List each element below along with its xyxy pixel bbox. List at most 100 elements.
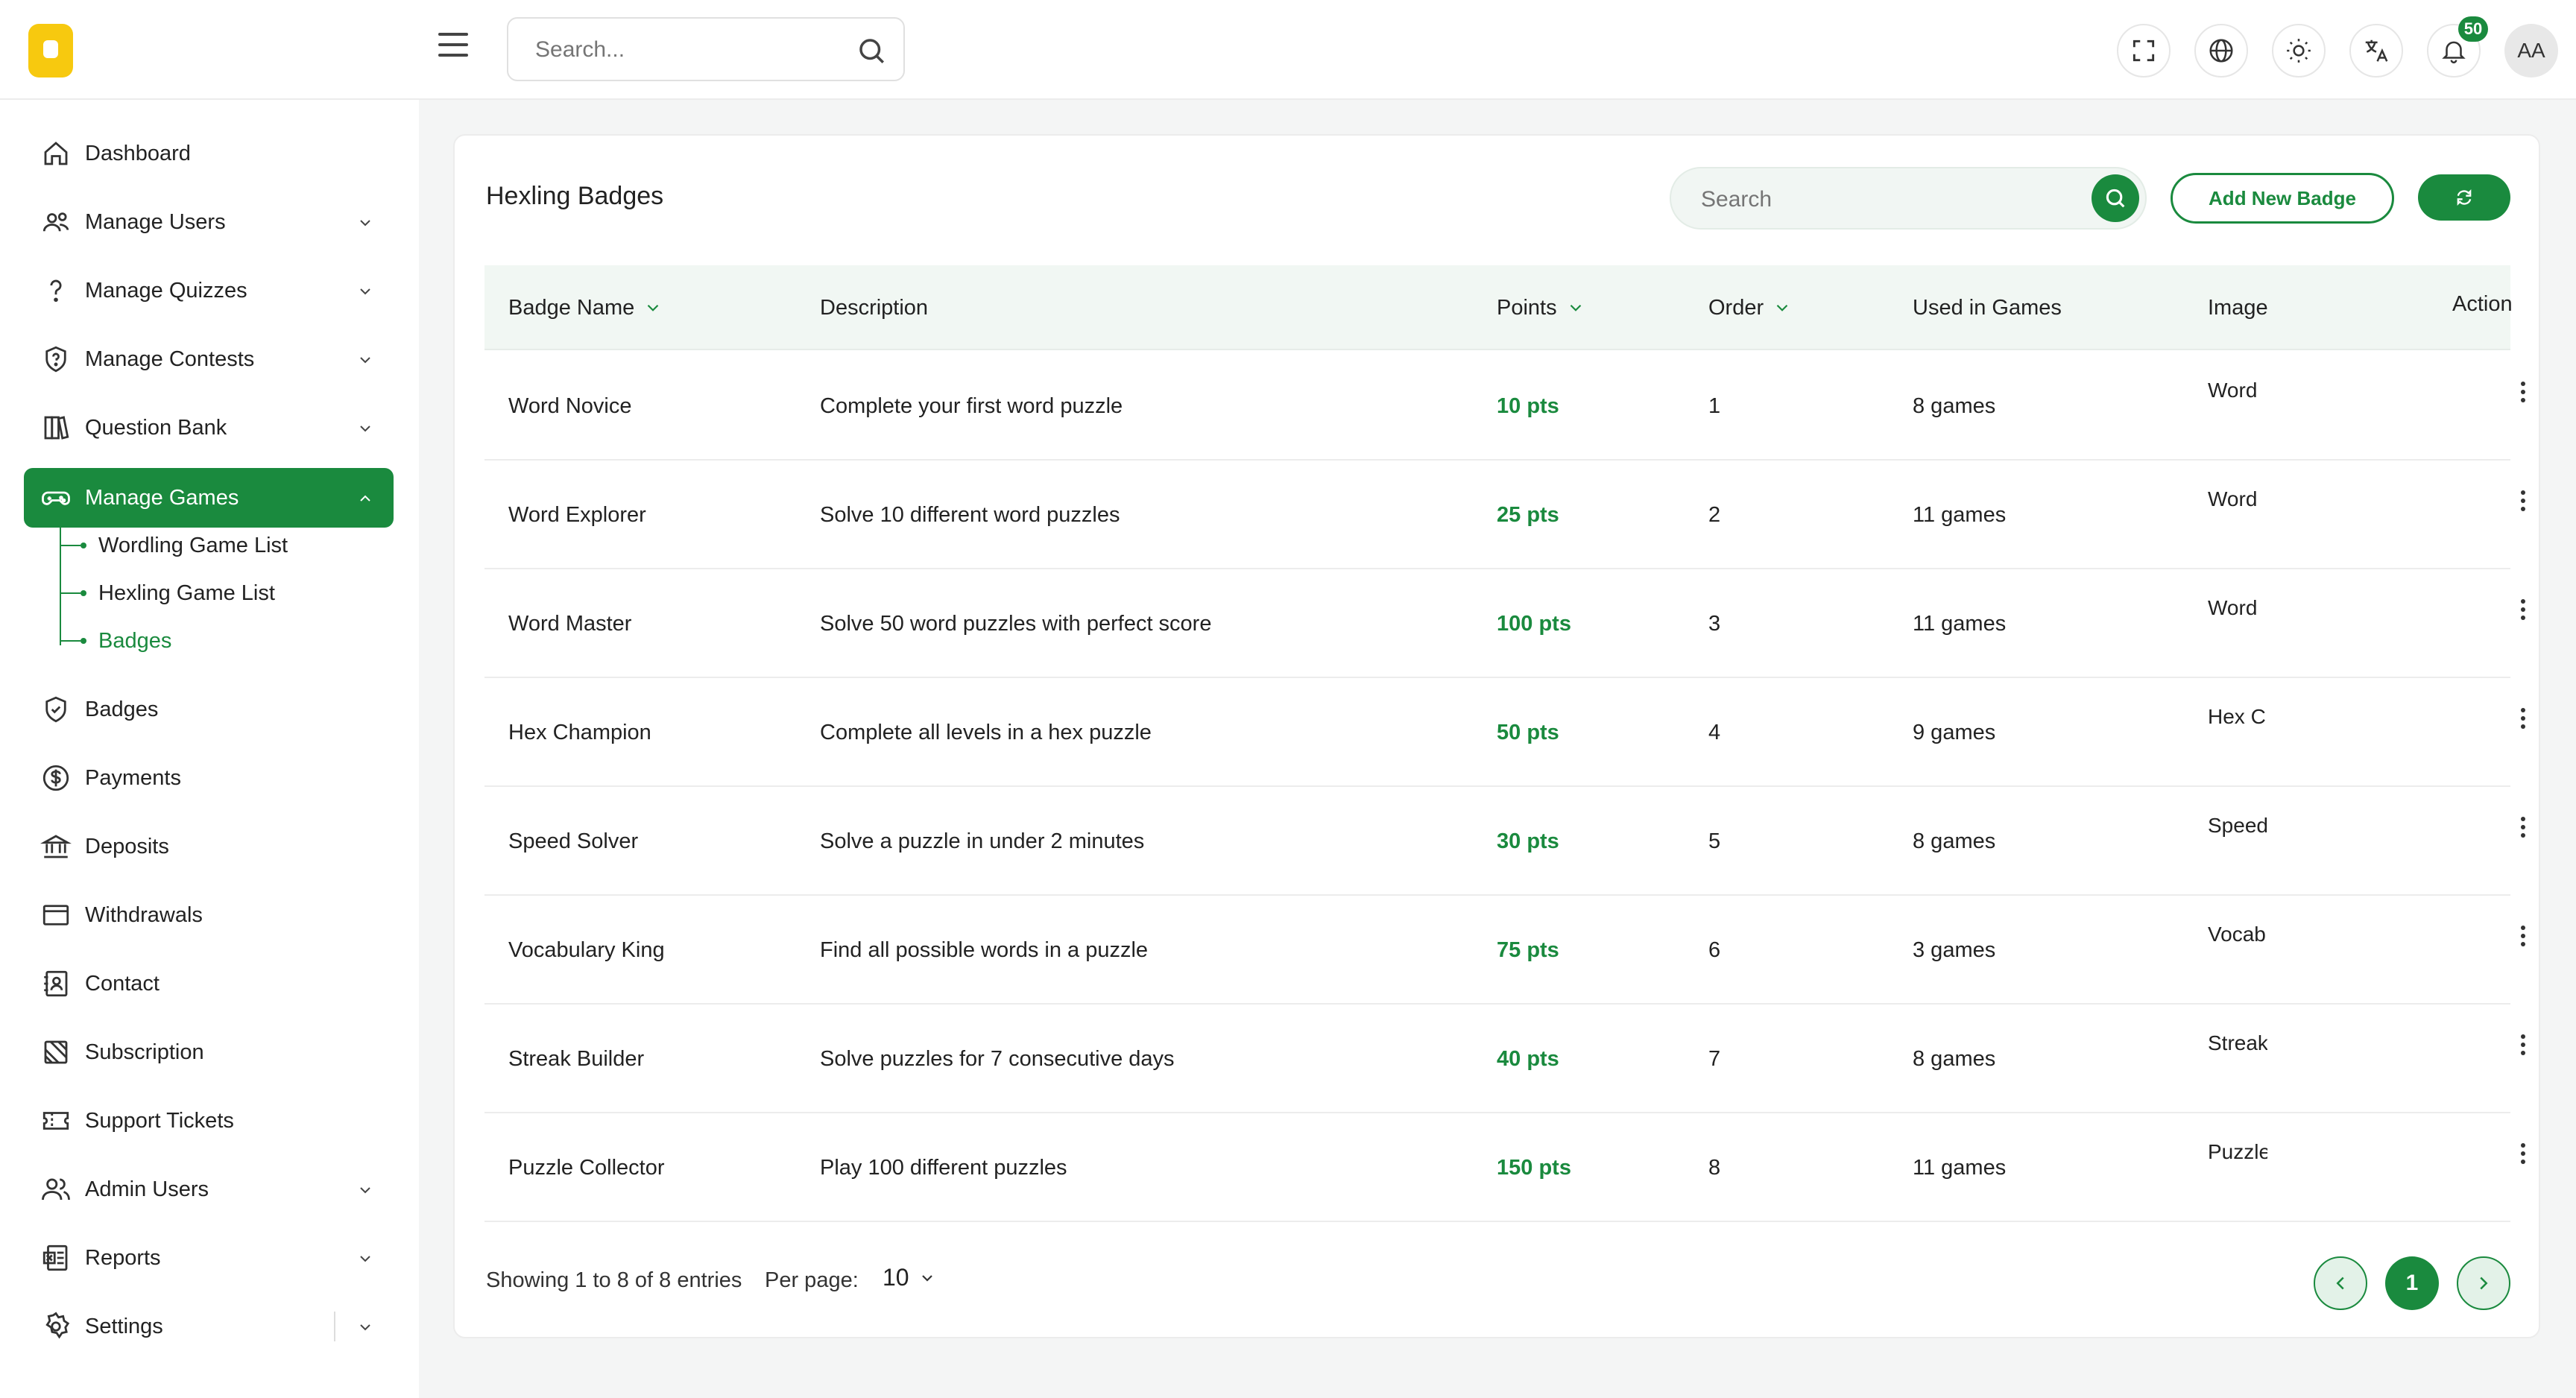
user-avatar[interactable]: AA bbox=[2504, 24, 2558, 78]
dollar-icon bbox=[40, 762, 72, 794]
submenu-item-label: Badges bbox=[98, 628, 172, 653]
sidebar-item-label: Deposits bbox=[85, 834, 169, 858]
sidebar-item-manage-users[interactable]: Manage Users bbox=[24, 192, 394, 252]
chevron-down-icon bbox=[921, 1274, 932, 1282]
users-icon bbox=[40, 206, 72, 238]
report-icon bbox=[40, 1242, 72, 1274]
sidebar-item-support-tickets[interactable]: Support Tickets bbox=[24, 1091, 394, 1151]
wallet-icon bbox=[40, 899, 72, 931]
translate-button[interactable] bbox=[2349, 24, 2403, 78]
badges-card: Hexling Badges Add New Badge Badge Name … bbox=[453, 134, 2540, 1338]
cell-used-in-games: 8 games bbox=[1913, 1046, 1996, 1071]
chevron-down-icon bbox=[356, 419, 374, 437]
cell-description: Find all possible words in a puzzle bbox=[820, 937, 1149, 962]
pagination-page-1[interactable]: 1 bbox=[2385, 1256, 2439, 1310]
row-actions-kebab-icon[interactable] bbox=[2512, 896, 2534, 1005]
row-actions-kebab-icon[interactable] bbox=[2512, 461, 2534, 569]
sidebar-item-dashboard[interactable]: Dashboard bbox=[24, 124, 394, 183]
subscription-icon bbox=[40, 1037, 72, 1068]
per-page-label: Per page: bbox=[765, 1268, 859, 1292]
fullscreen-button[interactable] bbox=[2117, 24, 2171, 78]
row-actions-kebab-icon[interactable] bbox=[2512, 1005, 2534, 1113]
sidebar-item-label: Settings bbox=[85, 1314, 163, 1338]
sidebar-item-withdrawals[interactable]: Withdrawals bbox=[24, 885, 394, 945]
table-row: Puzzle Collector Play 100 different puzz… bbox=[484, 1113, 2525, 1222]
row-actions-kebab-icon[interactable] bbox=[2512, 569, 2534, 678]
page-title: Hexling Badges bbox=[486, 182, 664, 210]
sidebar-item-label: Dashboard bbox=[85, 141, 191, 165]
table-row: Word Master Solve 50 word puzzles with p… bbox=[484, 569, 2525, 678]
refresh-button[interactable] bbox=[2418, 174, 2510, 221]
per-page-select[interactable]: 10 bbox=[883, 1264, 936, 1291]
sidebar-item-manage-games[interactable]: Manage Games bbox=[24, 468, 394, 528]
badge-search-input[interactable] bbox=[1701, 183, 2074, 216]
cell-order: 8 bbox=[1708, 1155, 1721, 1180]
sidebar-item-label: Badges bbox=[85, 697, 159, 721]
sidebar-item-deposits[interactable]: Deposits bbox=[24, 817, 394, 876]
translate-icon bbox=[2365, 39, 2388, 62]
table-row: Hex Champion Complete all levels in a he… bbox=[484, 678, 2525, 787]
sidebar-item-manage-contests[interactable]: Manage Contests bbox=[24, 329, 394, 389]
column-header-order[interactable]: Order bbox=[1708, 265, 1792, 350]
ticket-icon bbox=[40, 1105, 72, 1136]
badge-search-button[interactable] bbox=[2092, 174, 2139, 222]
sidebar-item-badges[interactable]: Badges bbox=[24, 680, 394, 739]
sidebar-item-reports[interactable]: Reports bbox=[24, 1228, 394, 1288]
submenu-tree-line bbox=[60, 523, 61, 645]
menu-toggle-icon[interactable] bbox=[438, 33, 468, 57]
chevron-left-icon bbox=[2336, 1277, 2344, 1290]
pagination-prev-button[interactable] bbox=[2314, 1256, 2367, 1310]
bell-icon bbox=[2442, 41, 2466, 64]
cell-description: Play 100 different puzzles bbox=[820, 1155, 1067, 1180]
chevron-down-icon bbox=[356, 1318, 374, 1335]
pagination-next-button[interactable] bbox=[2457, 1256, 2510, 1310]
row-actions-kebab-icon[interactable] bbox=[2512, 787, 2534, 896]
sidebar-item-payments[interactable]: Payments bbox=[24, 748, 394, 808]
sidebar-item-settings[interactable]: Settings bbox=[24, 1297, 394, 1356]
sun-icon bbox=[2287, 39, 2311, 63]
refresh-icon bbox=[2457, 189, 2472, 206]
sidebar-item-label: Manage Contests bbox=[85, 347, 255, 371]
chevron-down-icon bbox=[356, 350, 374, 368]
column-header-badge-name[interactable]: Badge Name bbox=[508, 265, 663, 350]
badge-search bbox=[1670, 167, 2147, 230]
sidebar-item-label: Admin Users bbox=[85, 1177, 209, 1201]
add-new-badge-button[interactable]: Add New Badge bbox=[2171, 173, 2394, 224]
row-actions-kebab-icon[interactable] bbox=[2512, 1113, 2534, 1222]
row-actions-kebab-icon[interactable] bbox=[2512, 678, 2534, 787]
sidebar-item-label: Withdrawals bbox=[85, 902, 203, 927]
notification-count-badge: 50 bbox=[2458, 16, 2488, 42]
question-icon bbox=[40, 275, 72, 306]
sidebar-item-question-bank[interactable]: Question Bank bbox=[24, 398, 394, 458]
sidebar-item-subscription[interactable]: Subscription bbox=[24, 1022, 394, 1082]
sidebar-item-contact[interactable]: Contact bbox=[24, 954, 394, 1013]
theme-toggle-button[interactable] bbox=[2272, 24, 2326, 78]
bank-icon bbox=[40, 831, 72, 862]
submenu-item-hexling-game-list[interactable]: Hexling Game List bbox=[60, 578, 275, 608]
chevron-right-icon bbox=[2480, 1277, 2488, 1290]
sidebar-item-manage-quizzes[interactable]: Manage Quizzes bbox=[24, 261, 394, 320]
contact-icon bbox=[40, 968, 72, 999]
submenu-item-wordling-game-list[interactable]: Wordling Game List bbox=[60, 531, 288, 560]
row-actions-kebab-icon[interactable] bbox=[2512, 352, 2534, 461]
cell-points: 10 pts bbox=[1497, 393, 1559, 418]
cell-used-in-games: 11 games bbox=[1913, 611, 2007, 636]
gear-icon bbox=[40, 1311, 72, 1342]
app-logo[interactable] bbox=[28, 24, 73, 78]
cell-points: 30 pts bbox=[1497, 829, 1559, 853]
sidebar-item-label: Reports bbox=[85, 1245, 161, 1270]
table-row: Word Novice Complete your first word puz… bbox=[484, 352, 2525, 461]
global-search-input[interactable] bbox=[535, 34, 833, 66]
book-icon bbox=[40, 412, 72, 443]
column-header-points[interactable]: Points bbox=[1497, 265, 1585, 350]
submenu-item-badges[interactable]: Badges bbox=[60, 626, 171, 656]
cell-description: Solve puzzles for 7 consecutive days bbox=[820, 1046, 1175, 1071]
cell-used-in-games: 11 games bbox=[1913, 1155, 2007, 1180]
sidebar-item-admin-users[interactable]: Admin Users bbox=[24, 1160, 394, 1219]
column-header-label: Badge Name bbox=[508, 295, 635, 320]
search-icon[interactable] bbox=[856, 35, 887, 66]
chevron-down-icon bbox=[356, 213, 374, 231]
language-button[interactable] bbox=[2194, 24, 2248, 78]
fullscreen-icon bbox=[2133, 39, 2155, 62]
sidebar-item-label: Support Tickets bbox=[85, 1108, 234, 1133]
